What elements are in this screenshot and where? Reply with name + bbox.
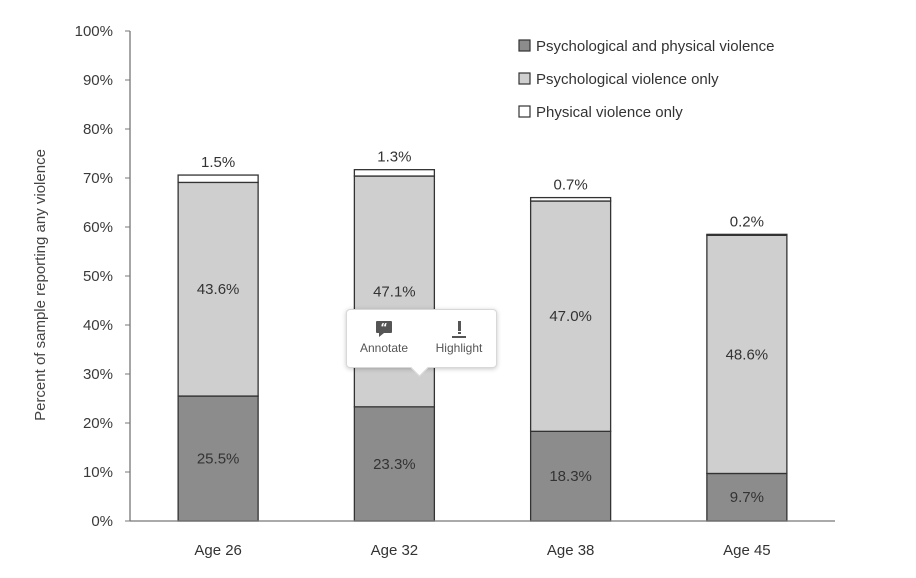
data-label: 43.6% <box>197 281 240 298</box>
data-label: 0.7% <box>554 177 588 194</box>
legend: Psychological and physical violence Psych… <box>519 38 774 121</box>
annotate-label: Annotate <box>351 341 417 355</box>
highlight-button[interactable]: Highlight <box>423 310 495 367</box>
data-label: 47.1% <box>373 283 416 300</box>
data-label: 1.3% <box>377 149 411 166</box>
x-tick-label: Age 45 <box>723 542 771 559</box>
highlight-label: Highlight <box>423 341 495 355</box>
y-tick-label: 100% <box>75 23 113 40</box>
legend-label: Physical violence only <box>536 104 683 121</box>
y-axis-title: Percent of sample reporting any violence <box>32 149 49 421</box>
data-label: 0.2% <box>730 213 764 230</box>
quote-icon: “ <box>351 319 417 339</box>
legend-swatch <box>519 106 530 117</box>
legend-label: Psychological and physical violence <box>536 38 774 55</box>
y-tick-label: 90% <box>83 72 113 89</box>
x-tick-label: Age 26 <box>194 542 242 559</box>
data-label: 18.3% <box>549 468 592 485</box>
y-tick-label: 20% <box>83 415 113 432</box>
y-tick-label: 50% <box>83 268 113 285</box>
bar-segment <box>178 175 258 182</box>
data-label: 47.0% <box>549 308 592 325</box>
x-tick-label: Age 38 <box>547 542 595 559</box>
annotation-popup: “ Annotate Highlight <box>346 309 497 368</box>
x-axis: Age 26 Age 32 Age 38 Age 45 <box>194 542 770 559</box>
annotate-button[interactable]: “ Annotate <box>351 310 417 367</box>
legend-label: Psychological violence only <box>536 71 719 88</box>
data-label: 1.5% <box>201 154 235 171</box>
x-tick-label: Age 32 <box>371 542 419 559</box>
bar-segment <box>354 170 434 176</box>
data-label: 48.6% <box>726 346 769 363</box>
svg-text:“: “ <box>380 321 387 334</box>
legend-swatch <box>519 40 530 51</box>
data-label: 25.5% <box>197 451 240 468</box>
highlighter-icon <box>423 319 495 339</box>
bar-segment <box>531 198 611 201</box>
y-tick-label: 30% <box>83 366 113 383</box>
y-tick-label: 60% <box>83 219 113 236</box>
y-tick-label: 80% <box>83 121 113 138</box>
data-label: 23.3% <box>373 456 416 473</box>
y-tick-label: 70% <box>83 170 113 187</box>
bar-segment <box>707 234 787 235</box>
y-axis: 0% 10% 20% 30% 40% 50% 60% 70% 80% 90% 100% <box>75 23 130 530</box>
legend-swatch <box>519 73 530 84</box>
y-tick-label: 40% <box>83 317 113 334</box>
y-tick-label: 10% <box>83 464 113 481</box>
data-label: 9.7% <box>730 489 764 506</box>
y-tick-label: 0% <box>91 513 113 530</box>
